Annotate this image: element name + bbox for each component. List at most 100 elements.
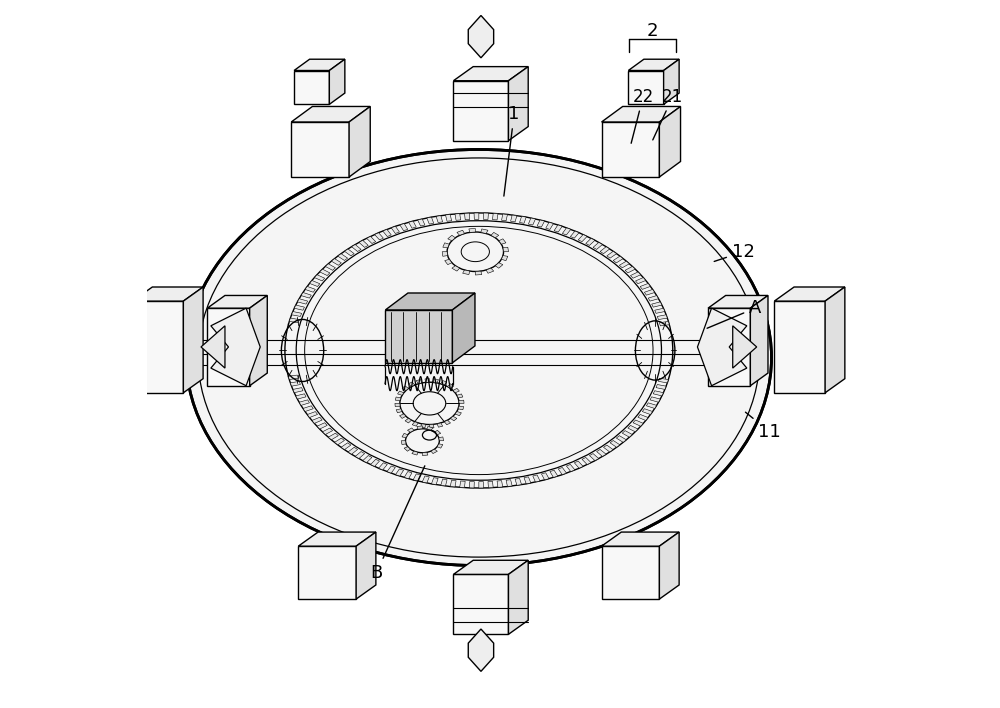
- Polygon shape: [602, 532, 679, 546]
- Polygon shape: [659, 321, 669, 326]
- Polygon shape: [528, 218, 535, 225]
- Polygon shape: [481, 229, 488, 234]
- Polygon shape: [593, 242, 602, 249]
- Polygon shape: [656, 384, 666, 389]
- Polygon shape: [475, 271, 482, 275]
- Polygon shape: [455, 214, 461, 220]
- Polygon shape: [602, 546, 659, 599]
- Polygon shape: [425, 379, 429, 382]
- Text: A: A: [707, 299, 761, 329]
- Polygon shape: [322, 428, 333, 435]
- Polygon shape: [501, 256, 508, 261]
- Polygon shape: [566, 464, 575, 472]
- Polygon shape: [404, 472, 412, 479]
- Polygon shape: [359, 240, 368, 247]
- Polygon shape: [395, 404, 400, 406]
- Polygon shape: [511, 215, 517, 222]
- Polygon shape: [422, 476, 429, 483]
- Polygon shape: [250, 295, 267, 386]
- Polygon shape: [335, 438, 344, 445]
- Polygon shape: [298, 546, 356, 599]
- Polygon shape: [385, 293, 475, 310]
- Polygon shape: [520, 217, 526, 223]
- Polygon shape: [416, 379, 422, 384]
- Polygon shape: [352, 244, 361, 251]
- Polygon shape: [444, 420, 451, 425]
- Polygon shape: [404, 447, 410, 451]
- Polygon shape: [589, 454, 599, 461]
- Polygon shape: [653, 391, 663, 396]
- Polygon shape: [463, 270, 470, 275]
- Polygon shape: [619, 261, 629, 268]
- Polygon shape: [436, 216, 443, 222]
- Polygon shape: [391, 227, 399, 234]
- Polygon shape: [659, 532, 679, 599]
- Polygon shape: [508, 560, 528, 634]
- Polygon shape: [201, 326, 225, 368]
- Polygon shape: [379, 463, 387, 470]
- Text: 1: 1: [504, 105, 520, 196]
- Polygon shape: [582, 457, 591, 464]
- Polygon shape: [338, 253, 348, 261]
- Polygon shape: [291, 106, 370, 122]
- Polygon shape: [610, 440, 620, 447]
- Polygon shape: [405, 418, 411, 423]
- Text: 11: 11: [745, 412, 781, 440]
- Polygon shape: [474, 213, 479, 219]
- Polygon shape: [431, 478, 438, 484]
- Polygon shape: [293, 388, 303, 393]
- Polygon shape: [633, 420, 643, 426]
- Polygon shape: [450, 416, 457, 421]
- Polygon shape: [442, 252, 448, 256]
- Polygon shape: [508, 67, 528, 141]
- Polygon shape: [453, 81, 508, 141]
- Polygon shape: [441, 479, 447, 486]
- Polygon shape: [367, 236, 376, 244]
- Polygon shape: [464, 213, 470, 219]
- Polygon shape: [183, 287, 203, 393]
- Polygon shape: [479, 481, 484, 488]
- Polygon shape: [133, 301, 183, 393]
- Polygon shape: [616, 435, 626, 442]
- Polygon shape: [600, 246, 610, 253]
- Polygon shape: [558, 467, 567, 474]
- Polygon shape: [497, 481, 503, 487]
- Polygon shape: [664, 59, 679, 104]
- Polygon shape: [453, 574, 508, 634]
- Polygon shape: [578, 234, 587, 241]
- Text: 21: 21: [653, 88, 683, 140]
- Polygon shape: [597, 450, 606, 457]
- Polygon shape: [400, 414, 406, 418]
- Polygon shape: [524, 477, 531, 484]
- Polygon shape: [554, 225, 562, 232]
- Polygon shape: [697, 308, 747, 386]
- Polygon shape: [708, 295, 768, 308]
- Polygon shape: [133, 287, 203, 301]
- Polygon shape: [537, 220, 545, 227]
- Polygon shape: [298, 532, 376, 546]
- Polygon shape: [294, 305, 304, 310]
- Polygon shape: [602, 106, 681, 122]
- Polygon shape: [491, 232, 499, 238]
- Polygon shape: [363, 455, 372, 462]
- Polygon shape: [211, 308, 260, 386]
- Polygon shape: [383, 229, 391, 236]
- Polygon shape: [445, 259, 452, 265]
- Polygon shape: [638, 414, 648, 421]
- Polygon shape: [774, 287, 845, 301]
- Polygon shape: [503, 247, 508, 252]
- Polygon shape: [460, 481, 465, 488]
- Polygon shape: [400, 224, 408, 231]
- Polygon shape: [345, 249, 354, 256]
- Polygon shape: [421, 424, 426, 428]
- Polygon shape: [452, 293, 475, 362]
- Polygon shape: [288, 375, 298, 379]
- Polygon shape: [431, 449, 437, 454]
- Polygon shape: [429, 424, 434, 428]
- Polygon shape: [207, 308, 250, 386]
- Polygon shape: [289, 318, 299, 323]
- Polygon shape: [312, 417, 322, 423]
- Polygon shape: [625, 266, 635, 273]
- Polygon shape: [292, 312, 302, 316]
- Polygon shape: [331, 258, 341, 266]
